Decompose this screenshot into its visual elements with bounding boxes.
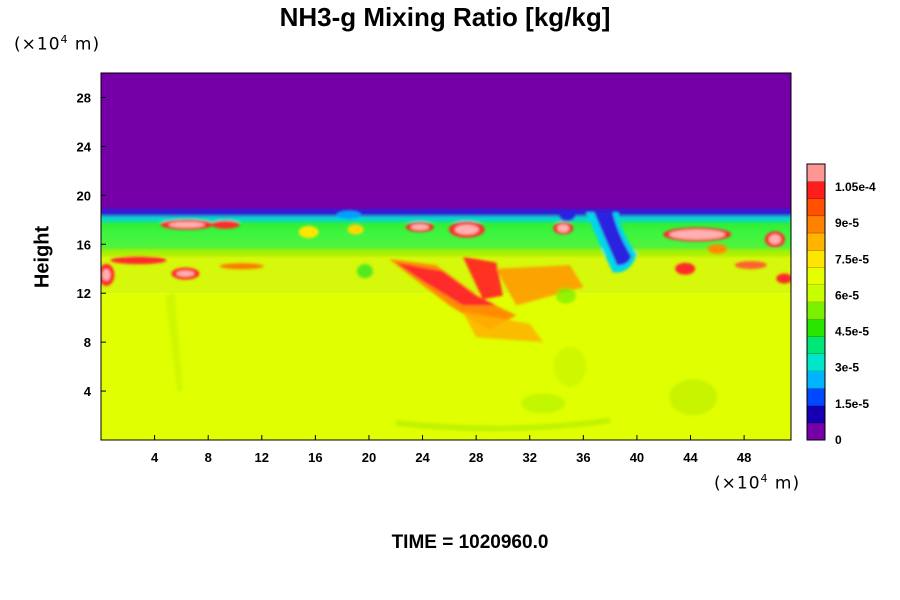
- transition-patch-right: [734, 261, 767, 270]
- transition-patch-right: [776, 273, 791, 284]
- cloud-patch: [454, 224, 479, 235]
- colorbar-segment: [807, 198, 825, 217]
- cloud-patch: [298, 226, 319, 239]
- cloud-patch: [168, 221, 205, 228]
- layer-boundary: [101, 249, 791, 257]
- colorbar-label: 0: [835, 433, 842, 447]
- lower-streak: [395, 417, 611, 432]
- transition-patch: [176, 270, 195, 277]
- x-axis-unit: (×104 m): [714, 472, 800, 494]
- x-tick-label: 40: [630, 450, 644, 465]
- colorbar-segment: [807, 284, 825, 303]
- y-tick-label: 28: [77, 90, 91, 105]
- x-tick-label: 16: [308, 450, 322, 465]
- x-tick-label: 4: [151, 450, 159, 465]
- cloud-patch: [410, 224, 429, 231]
- x-tick-label: 28: [469, 450, 483, 465]
- plot-area: [101, 73, 791, 440]
- y-unit-exponent: 4: [60, 33, 69, 46]
- plot-border: [100, 72, 792, 441]
- colorbar-segment: [807, 164, 825, 182]
- colorbar-segment: [807, 336, 825, 355]
- green-blob: [553, 346, 586, 387]
- plume-lower: [462, 311, 544, 343]
- x-tick-label: 20: [362, 450, 376, 465]
- transition-patch-right: [675, 262, 696, 275]
- x-tick-label: 36: [576, 450, 590, 465]
- field-detail: [101, 208, 791, 432]
- cloud-patch: [557, 224, 570, 233]
- colorbar-label: 9e-5: [835, 216, 859, 230]
- green-blob: [521, 393, 566, 414]
- x-tick-label: 48: [737, 450, 751, 465]
- y-tick-label: 20: [77, 188, 91, 203]
- region-lower: [101, 293, 791, 440]
- y-tick-label: 12: [77, 286, 91, 301]
- transition-patch: [219, 263, 264, 270]
- y-tick-label: 24: [77, 139, 92, 154]
- colorbar-segment: [807, 233, 825, 251]
- plume-east: [496, 265, 584, 306]
- y-unit-suffix: m): [68, 34, 101, 55]
- x-tick-label: 12: [255, 450, 269, 465]
- x-tick-label: 24: [415, 450, 430, 465]
- region-upper: [101, 73, 791, 214]
- x-unit-suffix: m): [768, 473, 801, 494]
- x-unit-exponent: 4: [760, 472, 769, 485]
- downdraft-blue: [594, 212, 632, 266]
- y-tick-label: 16: [77, 237, 91, 252]
- colorbar-border: [806, 163, 826, 441]
- y-tick-label: 4: [84, 384, 92, 399]
- cloud-patch: [347, 224, 364, 235]
- plume-red: [395, 262, 497, 306]
- cloud-patch: [211, 220, 240, 229]
- green-blob: [356, 264, 373, 279]
- x-unit-prefix: (×10: [714, 473, 761, 494]
- cloud-patch: [669, 229, 726, 240]
- colorbar-segment: [807, 181, 825, 199]
- colorbar-segment: [807, 250, 825, 268]
- y-axis-unit: (×104 m): [14, 33, 100, 55]
- edge-dip: [336, 210, 361, 219]
- colorbar-segment: [807, 319, 825, 337]
- cloud-top-blue-edge: [101, 208, 791, 218]
- time-label: TIME = 1020960.0: [391, 532, 549, 553]
- colorbar-segment: [807, 422, 825, 441]
- downdraft-notch: [559, 211, 576, 222]
- cloud-patch: [768, 234, 781, 245]
- colorbar: 1.05e-4 9e-5 7.5e-5 6e-5 4.5e-5 3e-5 1.5e-5 0: [806, 163, 876, 447]
- colorbar-segment: [807, 302, 825, 320]
- green-blob: [669, 379, 718, 416]
- colorbar-segment: [807, 215, 825, 234]
- lower-streak: [165, 293, 183, 392]
- y-tick-label: 8: [84, 335, 91, 350]
- cloud-top-cyan-edge: [101, 216, 791, 223]
- y-unit-prefix: (×10: [14, 34, 61, 55]
- colorbar-label: 1.5e-5: [835, 397, 869, 411]
- x-tick-label: 8: [205, 450, 212, 465]
- chart-title: NH3-g Mixing Ratio [kg/kg]: [279, 2, 611, 32]
- transition-patch: [102, 268, 111, 281]
- colorbar-label: 7.5e-5: [835, 252, 869, 266]
- colorbar-segment: [807, 353, 825, 372]
- colorbar-segment: [807, 405, 825, 424]
- colorbar-segment: [807, 267, 825, 286]
- transition-patch-right: [707, 244, 728, 255]
- colorbar-segment: [807, 388, 825, 406]
- x-tick-label: 44: [683, 450, 698, 465]
- transition-patch: [110, 256, 167, 265]
- colorbar-label: 3e-5: [835, 361, 859, 375]
- colorbar-label: 1.05e-4: [835, 180, 876, 194]
- colorbar-label: 4.5e-5: [835, 325, 869, 339]
- green-blob: [555, 287, 576, 304]
- plume-column: [462, 256, 503, 300]
- colorbar-segment: [807, 371, 825, 389]
- colorbar-label: 6e-5: [835, 288, 859, 302]
- x-tick-label: 32: [523, 450, 537, 465]
